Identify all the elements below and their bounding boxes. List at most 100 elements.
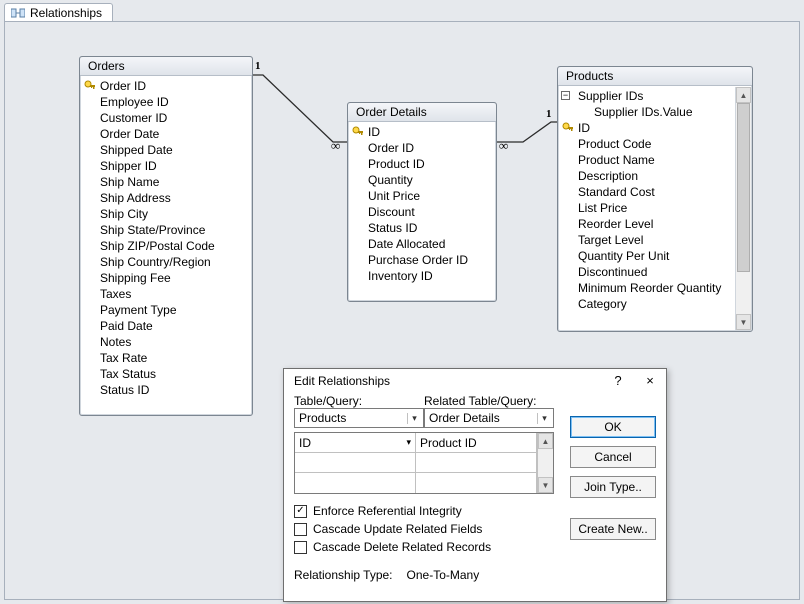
enforce-integrity-checkbox[interactable]: ✓ — [294, 505, 307, 518]
order-details-table[interactable]: Order Details IDOrder IDProduct IDQuanti… — [347, 102, 497, 302]
table-field[interactable]: Ship Country/Region — [80, 254, 252, 270]
table-field[interactable]: Order ID — [348, 140, 496, 156]
table-field[interactable]: ID — [348, 124, 496, 140]
enforce-integrity-label: Enforce Referential Integrity — [313, 504, 462, 518]
table-field[interactable]: Ship Name — [80, 174, 252, 190]
orders-field-list: Order IDEmployee IDCustomer IDOrder Date… — [80, 76, 252, 402]
join-type-button[interactable]: Join Type.. — [570, 476, 656, 498]
table-field[interactable]: Shipping Fee — [80, 270, 252, 286]
grid-scrollbar[interactable]: ▲ ▼ — [537, 433, 553, 493]
table-field[interactable]: Standard Cost — [558, 184, 736, 200]
table-field[interactable]: Payment Type — [80, 302, 252, 318]
table-field[interactable]: Order ID — [80, 78, 252, 94]
join-type-button-label: Join Type.. — [584, 480, 642, 494]
table-field[interactable]: Discount — [348, 204, 496, 220]
table-field[interactable]: ID — [558, 120, 736, 136]
table-field[interactable]: Ship ZIP/Postal Code — [80, 238, 252, 254]
grid-cell[interactable] — [295, 473, 415, 493]
scroll-up-button[interactable]: ▲ — [736, 87, 751, 103]
table-field[interactable]: Quantity — [348, 172, 496, 188]
scroll-up-button[interactable]: ▲ — [538, 433, 553, 449]
dialog-help-button[interactable]: ? — [608, 373, 628, 388]
create-new-button[interactable]: Create New.. — [570, 518, 656, 540]
cascade-update-checkbox[interactable] — [294, 523, 307, 536]
table-field[interactable]: Tax Status — [80, 366, 252, 382]
scroll-down-button[interactable]: ▼ — [538, 477, 553, 493]
table-field[interactable]: Quantity Per Unit — [558, 248, 736, 264]
related-table-combo[interactable]: Order Details ▾ — [424, 408, 554, 428]
dialog-close-button[interactable]: × — [640, 373, 660, 388]
table-field[interactable]: −Supplier IDs — [558, 88, 736, 104]
ok-button[interactable]: OK — [570, 416, 656, 438]
field-label: Date Allocated — [368, 236, 445, 252]
field-label: Payment Type — [100, 302, 177, 318]
table-field[interactable]: Status ID — [80, 382, 252, 398]
table-field[interactable]: Ship City — [80, 206, 252, 222]
table-field[interactable]: Minimum Reorder Quantity — [558, 280, 736, 296]
table-field[interactable]: Taxes — [80, 286, 252, 302]
order-details-table-title: Order Details — [348, 103, 496, 122]
related-table-value: Order Details — [429, 411, 500, 425]
table-field[interactable]: Ship State/Province — [80, 222, 252, 238]
grid-cell[interactable] — [295, 453, 415, 473]
table-field[interactable]: Customer ID — [80, 110, 252, 126]
table-field[interactable]: Unit Price — [348, 188, 496, 204]
field-label: Taxes — [100, 286, 131, 302]
field-label: Ship Country/Region — [100, 254, 211, 270]
products-table[interactable]: Products −Supplier IDsSupplier IDs.Value… — [557, 66, 753, 332]
table-field[interactable]: Product ID — [348, 156, 496, 172]
table-field[interactable]: Ship Address — [80, 190, 252, 206]
table-field[interactable]: Date Allocated — [348, 236, 496, 252]
table-field[interactable]: Order Date — [80, 126, 252, 142]
table-field[interactable]: List Price — [558, 200, 736, 216]
field-label: Supplier IDs.Value — [594, 104, 693, 120]
field-label: Order Date — [100, 126, 159, 142]
field-label: Discount — [368, 204, 415, 220]
table-field[interactable]: Discontinued — [558, 264, 736, 280]
field-label: Notes — [100, 334, 131, 350]
collapse-icon[interactable]: − — [561, 91, 570, 100]
orders-table[interactable]: Orders Order IDEmployee IDCustomer IDOrd… — [79, 56, 253, 416]
relationship-type-label: Relationship Type: — [294, 568, 393, 582]
grid-cell[interactable]: Product ID — [416, 433, 536, 453]
field-label: Reorder Level — [578, 216, 653, 232]
relationships-tab[interactable]: Relationships — [4, 3, 113, 22]
dialog-titlebar[interactable]: Edit Relationships ? × — [284, 369, 666, 392]
table-field[interactable]: Product Code — [558, 136, 736, 152]
cascade-delete-checkbox[interactable] — [294, 541, 307, 554]
table-field[interactable]: Product Name — [558, 152, 736, 168]
field-label: Tax Status — [100, 366, 156, 382]
table-field[interactable]: Shipped Date — [80, 142, 252, 158]
scroll-thumb[interactable] — [737, 103, 750, 272]
products-scrollbar[interactable]: ▲ ▼ — [735, 87, 751, 330]
table-field[interactable]: Supplier IDs.Value — [558, 104, 736, 120]
products-table-title: Products — [558, 67, 752, 86]
table-field[interactable]: Employee ID — [80, 94, 252, 110]
cascade-delete-row[interactable]: Cascade Delete Related Records — [294, 540, 656, 554]
cancel-button[interactable]: Cancel — [570, 446, 656, 468]
field-label: Shipped Date — [100, 142, 173, 158]
grid-cell[interactable] — [416, 473, 536, 493]
field-label: Paid Date — [100, 318, 153, 334]
table-field[interactable]: Status ID — [348, 220, 496, 236]
scroll-track[interactable] — [736, 103, 751, 314]
table-field[interactable]: Inventory ID — [348, 268, 496, 284]
table-field[interactable]: Target Level — [558, 232, 736, 248]
relationships-canvas[interactable]: 1 ∞ 1 ∞ Orders Order IDEmployee IDCustom… — [4, 21, 800, 600]
field-label: Order ID — [368, 140, 414, 156]
field-label: Ship Address — [100, 190, 171, 206]
table-field[interactable]: Reorder Level — [558, 216, 736, 232]
table-field[interactable]: Tax Rate — [80, 350, 252, 366]
table-field[interactable]: Category — [558, 296, 736, 312]
table-field[interactable]: Description — [558, 168, 736, 184]
primary-table-value: Products — [299, 411, 346, 425]
field-label: Tax Rate — [100, 350, 147, 366]
table-field[interactable]: Notes — [80, 334, 252, 350]
table-field[interactable]: Purchase Order ID — [348, 252, 496, 268]
scroll-down-button[interactable]: ▼ — [736, 314, 751, 330]
grid-cell[interactable] — [416, 453, 536, 473]
table-field[interactable]: Paid Date — [80, 318, 252, 334]
table-field[interactable]: Shipper ID — [80, 158, 252, 174]
grid-cell[interactable]: ID ▾ — [295, 433, 415, 453]
primary-table-combo[interactable]: Products ▾ — [294, 408, 424, 428]
